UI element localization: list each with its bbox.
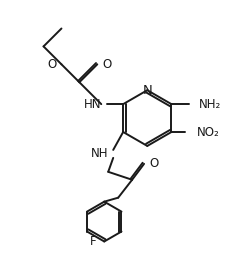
Text: O: O: [149, 157, 158, 170]
Text: NH: NH: [91, 147, 108, 160]
Text: O: O: [47, 58, 57, 71]
Text: HN: HN: [84, 98, 101, 111]
Text: NO₂: NO₂: [197, 126, 220, 139]
Text: O: O: [102, 58, 111, 71]
Text: N: N: [142, 84, 152, 97]
Text: F: F: [90, 235, 96, 248]
Text: NH₂: NH₂: [199, 98, 222, 111]
